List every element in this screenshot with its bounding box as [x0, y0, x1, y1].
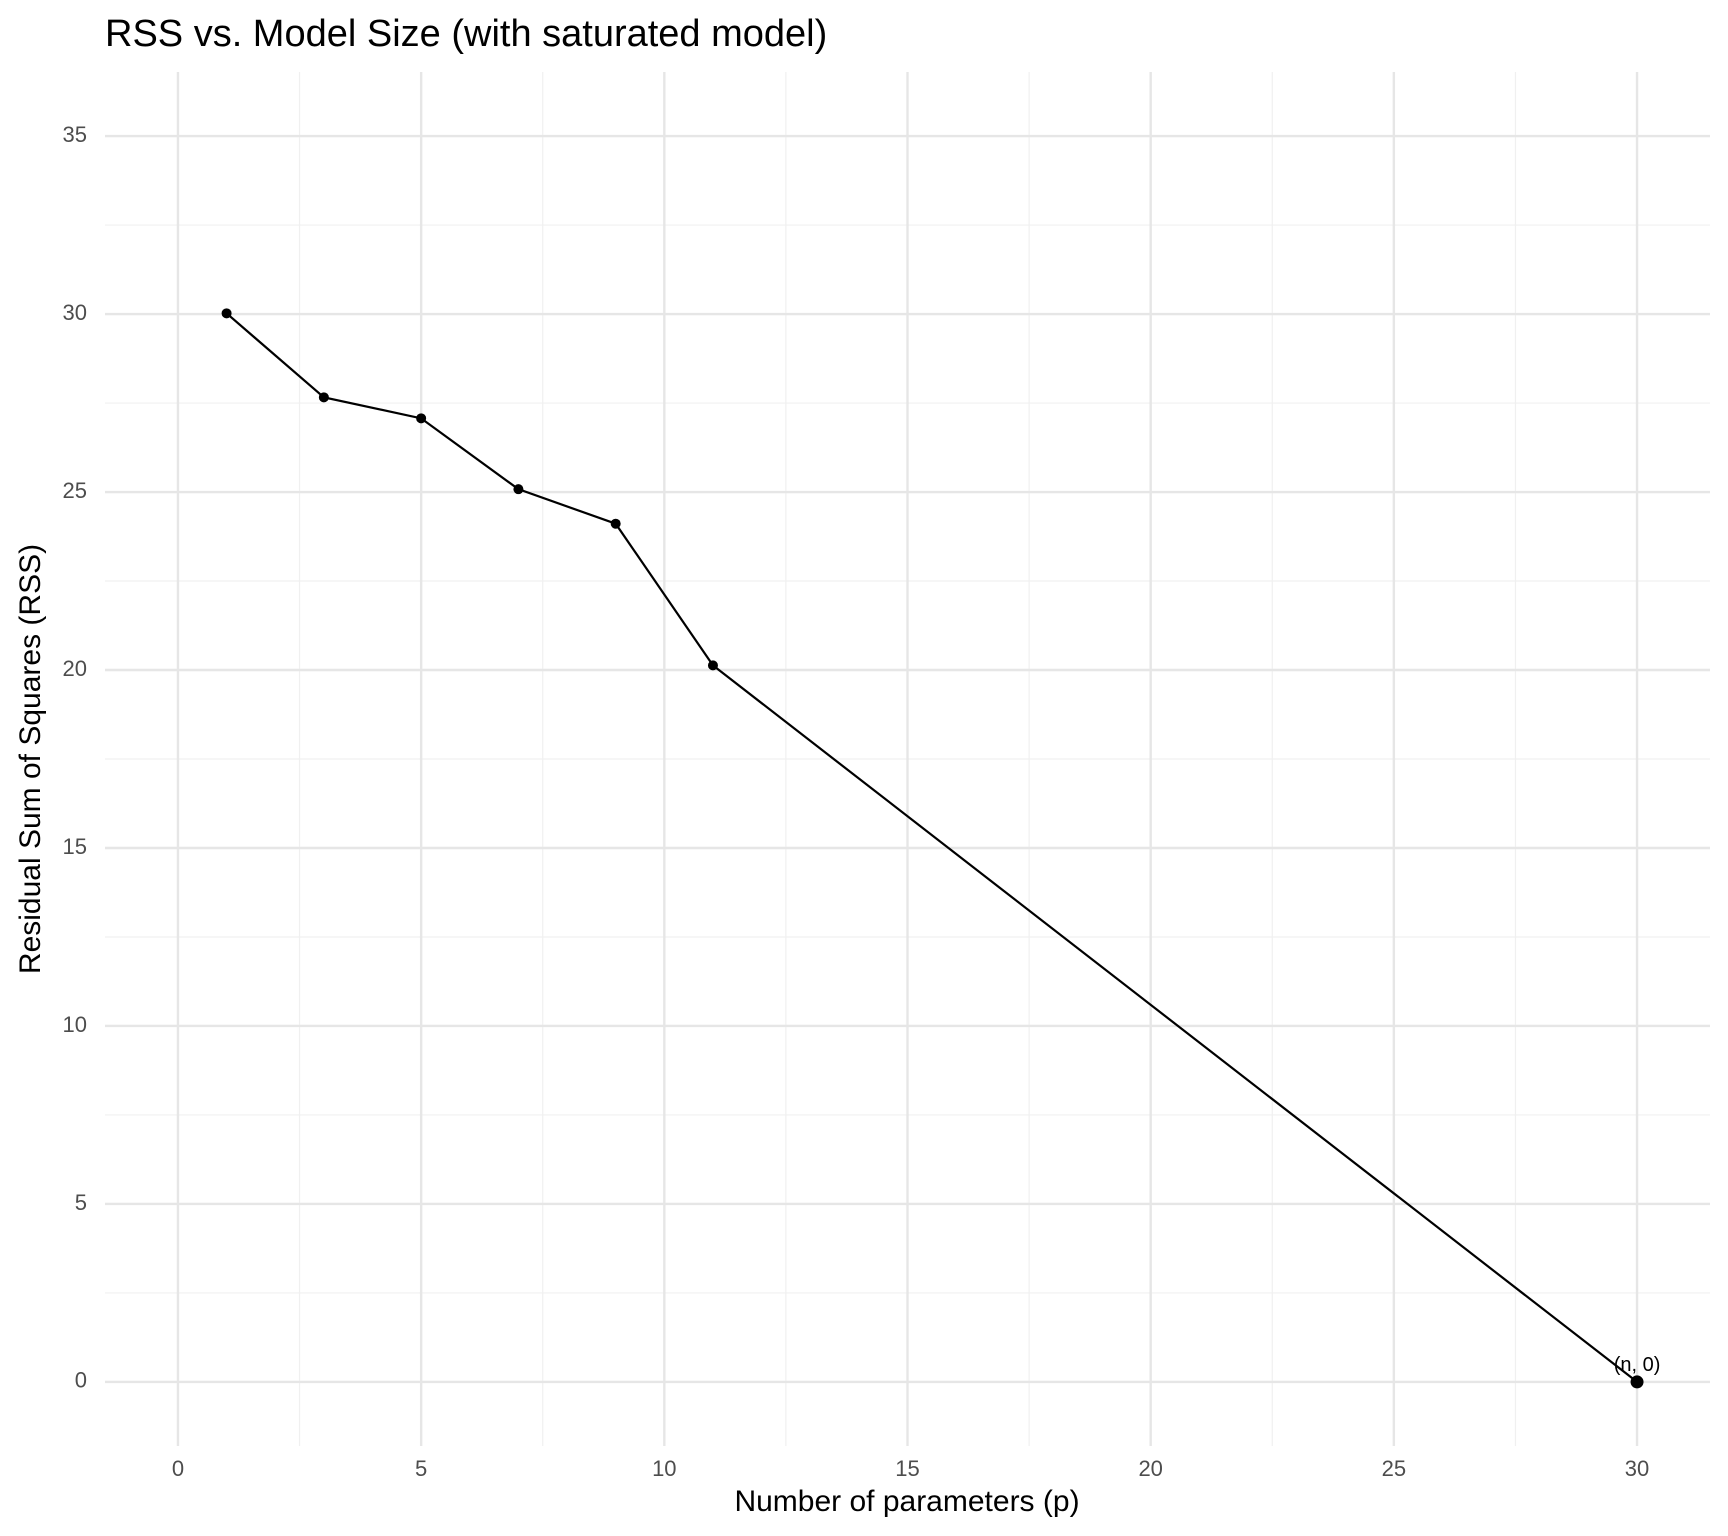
- y-tick-label: 5: [75, 1190, 87, 1215]
- x-tick-label: 15: [895, 1456, 919, 1481]
- chart-title: RSS vs. Model Size (with saturated model…: [105, 13, 827, 55]
- point: [416, 413, 427, 424]
- point: [610, 518, 621, 529]
- point: [513, 484, 524, 495]
- y-tick-label: 35: [63, 122, 87, 147]
- y-tick-label: 30: [63, 300, 87, 325]
- point: [221, 308, 232, 319]
- x-axis-title: Number of parameters (p): [734, 1485, 1079, 1518]
- x-tick-label: 5: [415, 1456, 427, 1481]
- point: [707, 660, 718, 671]
- annotation: (n, 0): [1614, 1354, 1661, 1376]
- x-tick-label: 10: [652, 1456, 676, 1481]
- y-tick-label: 20: [63, 656, 87, 681]
- y-tick-label: 25: [63, 478, 87, 503]
- x-tick-label: 20: [1138, 1456, 1162, 1481]
- y-tick-label: 15: [63, 834, 87, 859]
- y-axis-title: Residual Sum of Squares (RSS): [14, 544, 47, 974]
- y-tick-label: 0: [75, 1368, 87, 1393]
- x-tick-label: 30: [1625, 1456, 1649, 1481]
- x-tick-label: 0: [172, 1456, 184, 1481]
- point: [318, 392, 329, 403]
- x-tick-label: 25: [1382, 1456, 1406, 1481]
- y-tick-label: 10: [63, 1012, 87, 1037]
- point: [1630, 1375, 1644, 1389]
